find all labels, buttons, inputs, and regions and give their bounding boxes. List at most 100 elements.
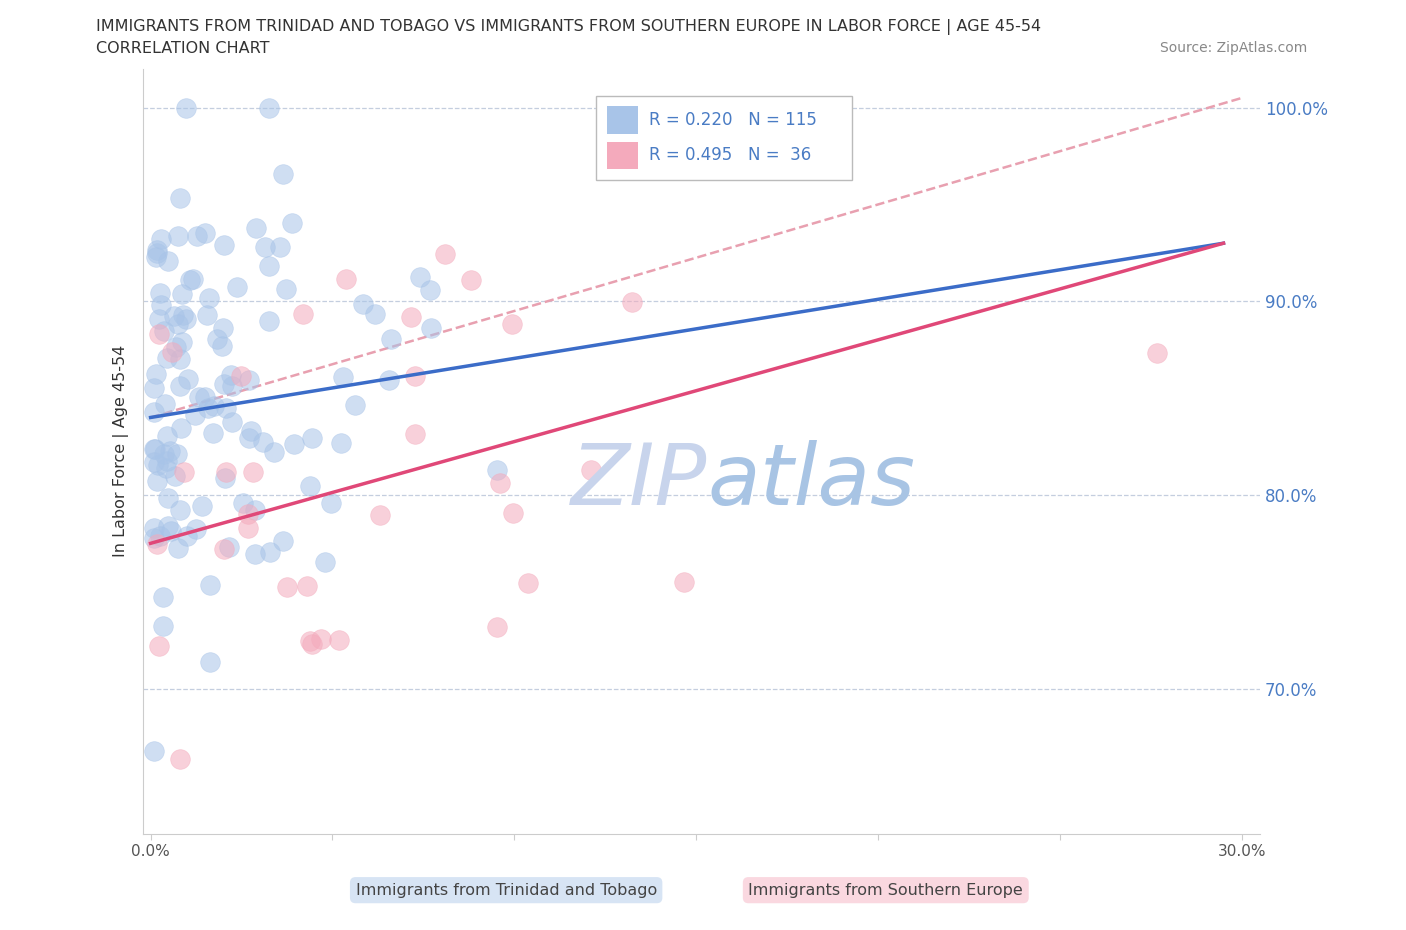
Point <box>143 531 166 546</box>
Point <box>298 634 321 649</box>
Point <box>263 445 285 459</box>
Point <box>177 372 200 387</box>
Point <box>169 379 191 393</box>
Point <box>194 390 217 405</box>
Point <box>404 426 426 441</box>
Point <box>150 232 173 246</box>
Bar <box>606 106 638 134</box>
Point <box>1146 345 1168 360</box>
FancyBboxPatch shape <box>596 96 852 179</box>
Text: atlas: atlas <box>707 441 915 524</box>
Point <box>212 376 235 391</box>
Point <box>404 369 426 384</box>
Point <box>143 381 166 396</box>
Point <box>146 458 169 472</box>
Text: ZIP: ZIP <box>571 441 707 524</box>
Point <box>169 503 191 518</box>
Point <box>212 238 235 253</box>
Point <box>489 476 512 491</box>
Point <box>257 100 280 115</box>
Point <box>186 228 208 243</box>
Point <box>143 442 166 457</box>
Text: IMMIGRANTS FROM TRINIDAD AND TOBAGO VS IMMIGRANTS FROM SOUTHERN EUROPE IN LABOR : IMMIGRANTS FROM TRINIDAD AND TOBAGO VS I… <box>96 19 1040 34</box>
Point <box>156 351 179 365</box>
Y-axis label: In Labor Force | Age 45-54: In Labor Force | Age 45-54 <box>114 345 129 557</box>
Point <box>328 632 350 647</box>
Point <box>148 312 170 326</box>
Point <box>170 286 193 301</box>
Point <box>173 465 195 480</box>
Text: Source: ZipAtlas.com: Source: ZipAtlas.com <box>1160 41 1308 55</box>
Point <box>254 239 277 254</box>
Point <box>335 272 357 286</box>
Point <box>174 312 197 326</box>
Point <box>214 471 236 485</box>
Point <box>157 490 180 505</box>
Point <box>145 442 167 457</box>
Point <box>184 522 207 537</box>
Point <box>419 321 441 336</box>
Point <box>319 496 342 511</box>
Point <box>160 344 183 359</box>
Point <box>301 431 323 445</box>
Point <box>364 306 387 321</box>
Point <box>146 246 169 260</box>
Point <box>190 498 212 513</box>
Point <box>188 390 211 405</box>
Point <box>291 307 314 322</box>
Point <box>238 372 260 387</box>
Point <box>238 431 260 445</box>
Point <box>184 407 207 422</box>
Point <box>143 520 166 535</box>
Point <box>157 254 180 269</box>
Point <box>271 166 294 181</box>
Point <box>245 220 267 235</box>
Point <box>221 414 243 429</box>
Point <box>163 468 186 483</box>
Point <box>202 426 225 441</box>
Point <box>146 537 169 551</box>
Point <box>243 546 266 561</box>
Point <box>146 473 169 488</box>
Point <box>343 397 366 412</box>
Point <box>169 191 191 206</box>
Point <box>368 508 391 523</box>
Point <box>252 435 274 450</box>
Point <box>155 460 177 475</box>
Point <box>167 316 190 331</box>
Point <box>170 335 193 350</box>
Point <box>153 323 176 338</box>
Point <box>301 637 323 652</box>
Point <box>673 574 696 589</box>
Point <box>621 295 644 310</box>
Point <box>181 272 204 286</box>
Point <box>226 280 249 295</box>
Point <box>409 270 432 285</box>
Point <box>517 576 540 591</box>
Point <box>157 519 180 534</box>
Text: Immigrants from Southern Europe: Immigrants from Southern Europe <box>748 883 1024 897</box>
Point <box>215 465 238 480</box>
Point <box>194 226 217 241</box>
Point <box>239 424 262 439</box>
Point <box>245 502 267 517</box>
Point <box>169 352 191 366</box>
Point <box>257 313 280 328</box>
Point <box>419 283 441 298</box>
Point <box>298 479 321 494</box>
Point <box>167 229 190 244</box>
Point <box>229 368 252 383</box>
Point <box>149 528 172 543</box>
Point <box>179 272 201 287</box>
Point <box>311 631 333 646</box>
Point <box>160 524 183 538</box>
Text: CORRELATION CHART: CORRELATION CHART <box>96 41 269 56</box>
Point <box>198 655 221 670</box>
Point <box>218 539 240 554</box>
Point <box>143 744 166 759</box>
Point <box>295 578 318 593</box>
Point <box>165 339 187 354</box>
Point <box>232 496 254 511</box>
Point <box>399 310 422 325</box>
Point <box>221 379 243 393</box>
